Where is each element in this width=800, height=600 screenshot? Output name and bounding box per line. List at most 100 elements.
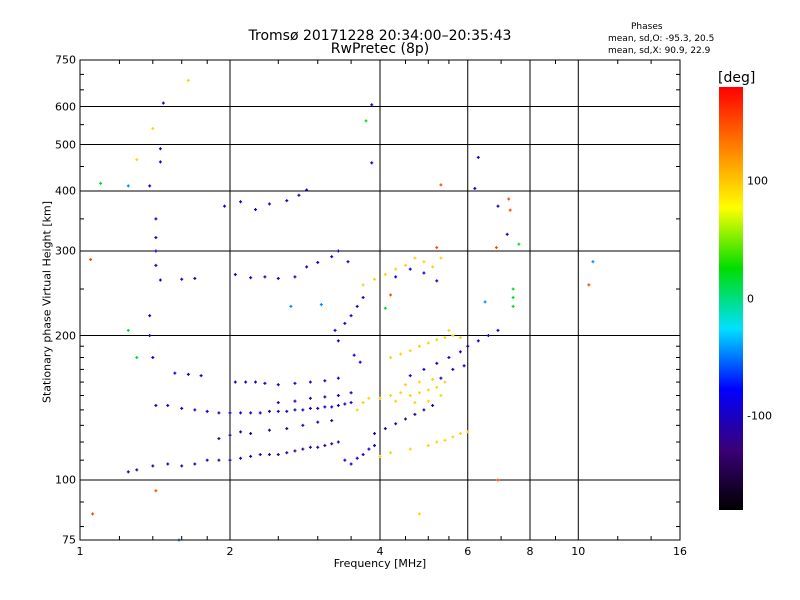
data-point (435, 246, 439, 250)
data-point (447, 355, 451, 359)
data-point (217, 437, 221, 441)
data-point (408, 447, 412, 451)
data-point (126, 470, 130, 474)
data-point (451, 334, 455, 338)
data-point (473, 186, 477, 190)
data-point (408, 394, 412, 398)
data-point (394, 399, 398, 403)
x-tick-label: 10 (571, 545, 586, 558)
x-tick-label: 8 (526, 545, 534, 558)
chart-title: Tromsø 20171228 20:34:00–20:35:43 (248, 28, 512, 44)
data-point (263, 275, 267, 279)
data-point (285, 451, 289, 455)
data-point (364, 119, 368, 123)
data-point (276, 409, 280, 413)
data-point (435, 440, 439, 444)
data-point (422, 367, 426, 371)
data-point (435, 279, 439, 283)
data-point (285, 199, 289, 203)
data-point (330, 255, 334, 259)
data-point (239, 200, 243, 204)
data-point (276, 453, 280, 457)
data-point (154, 249, 158, 253)
data-point (239, 456, 243, 460)
data-point (336, 249, 340, 253)
data-point (336, 376, 340, 380)
data-point (336, 394, 340, 398)
data-point (151, 464, 155, 468)
data-point (135, 158, 139, 162)
data-point (293, 381, 297, 385)
x-tick-label: 6 (464, 545, 472, 558)
data-point (158, 160, 162, 164)
data-point (228, 433, 232, 437)
data-point (587, 283, 591, 287)
data-point (511, 304, 515, 308)
y-tick-label: 750 (55, 53, 76, 67)
x-axis-label: Frequency [MHz] (333, 557, 427, 570)
data-point (276, 383, 280, 387)
data-point (205, 458, 209, 462)
data-point (319, 303, 323, 307)
data-point (233, 380, 237, 384)
data-point (389, 394, 393, 398)
data-point (439, 394, 443, 398)
data-point (378, 454, 382, 458)
data-point (413, 256, 417, 260)
data-point (135, 355, 139, 359)
data-point (435, 338, 439, 342)
data-point (276, 276, 280, 280)
data-point (431, 377, 435, 381)
data-point (249, 411, 253, 415)
y-tick-label: 75 (62, 533, 76, 547)
data-point (166, 403, 170, 407)
data-point (399, 352, 403, 356)
data-point (186, 78, 190, 82)
data-point (370, 161, 374, 165)
data-point (417, 512, 421, 516)
data-point (389, 451, 393, 455)
colorbar (719, 87, 743, 510)
data-point (408, 374, 412, 378)
data-point (373, 432, 377, 436)
data-point (394, 422, 398, 426)
data-point (383, 427, 387, 431)
data-point (316, 406, 320, 410)
data-point (267, 409, 271, 413)
data-point (439, 256, 443, 260)
data-point (435, 361, 439, 365)
data-point (422, 408, 426, 412)
data-point (158, 278, 162, 282)
data-point (180, 277, 184, 281)
data-point (154, 403, 158, 407)
data-point (343, 402, 347, 406)
data-point (193, 462, 197, 466)
data-point (443, 336, 447, 340)
x-tick-label: 4 (376, 545, 384, 558)
data-point (186, 372, 190, 376)
data-point (358, 360, 362, 364)
data-point (361, 453, 365, 457)
plot-frame (79, 59, 681, 541)
data-point (476, 339, 480, 343)
data-point (258, 411, 262, 415)
data-point (403, 263, 407, 267)
data-point (91, 512, 95, 516)
data-point (426, 341, 430, 345)
data-point (403, 417, 407, 421)
data-point (126, 328, 130, 332)
data-point (285, 409, 289, 413)
data-point (330, 405, 334, 409)
data-point (323, 405, 327, 409)
data-point (253, 380, 257, 384)
data-point (301, 447, 305, 451)
data-point (511, 296, 515, 300)
data-point (383, 306, 387, 310)
data-point (367, 447, 371, 451)
x-tick-label: 16 (673, 545, 687, 558)
data-point (151, 355, 155, 359)
data-point (154, 236, 158, 240)
data-point (267, 428, 271, 432)
data-point (333, 328, 337, 332)
data-point (258, 453, 262, 457)
